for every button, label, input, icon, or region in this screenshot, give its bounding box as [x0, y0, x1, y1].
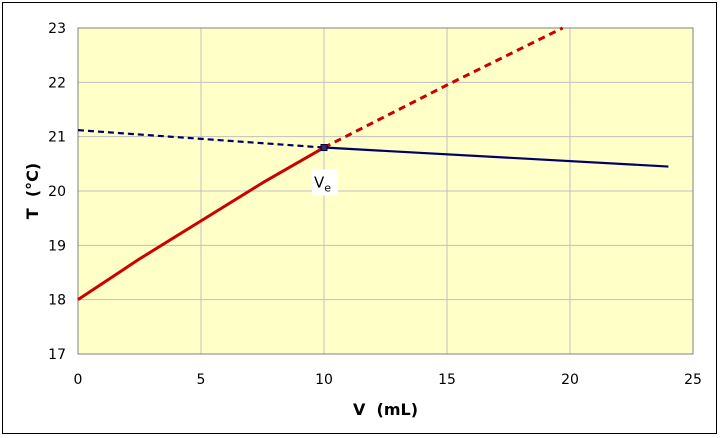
y-tick-label: 18 [48, 293, 66, 309]
y-tick-label: 17 [48, 347, 66, 363]
annotations: Ve [312, 169, 338, 196]
x-tick-label: 5 [197, 372, 206, 388]
y-tick-label: 21 [48, 130, 66, 146]
x-tick-labels: 0 5 10 15 20 25 [74, 372, 702, 388]
y-tick-label: 22 [48, 75, 66, 91]
x-axis-title: V (mL) [353, 400, 418, 419]
red-dashed-line [323, 26, 564, 149]
ve-annotation-main: V [314, 174, 325, 192]
plot-border [77, 27, 694, 355]
y-tick-label: 19 [48, 238, 66, 254]
blue-solid-line [323, 146, 669, 168]
blue-dashed-line [77, 129, 325, 149]
intersection-marker [320, 144, 328, 152]
series-lines [77, 26, 669, 301]
x-tick-label: 0 [74, 372, 83, 388]
x-tick-label: 20 [561, 372, 579, 388]
x-tick-label: 25 [684, 372, 702, 388]
ve-annotation-subscript: e [324, 182, 331, 195]
y-tick-label: 20 [48, 184, 66, 200]
y-axis-title: T (°C) [23, 163, 42, 219]
annotation-background [312, 169, 338, 196]
x-tick-label: 10 [315, 372, 333, 388]
y-tick-label: 23 [48, 21, 66, 37]
x-tick-label: 15 [438, 372, 456, 388]
y-tick-labels: 17 18 19 20 21 22 23 [48, 21, 66, 363]
red-solid-line [77, 146, 325, 301]
ve-annotation: Ve [314, 174, 331, 195]
